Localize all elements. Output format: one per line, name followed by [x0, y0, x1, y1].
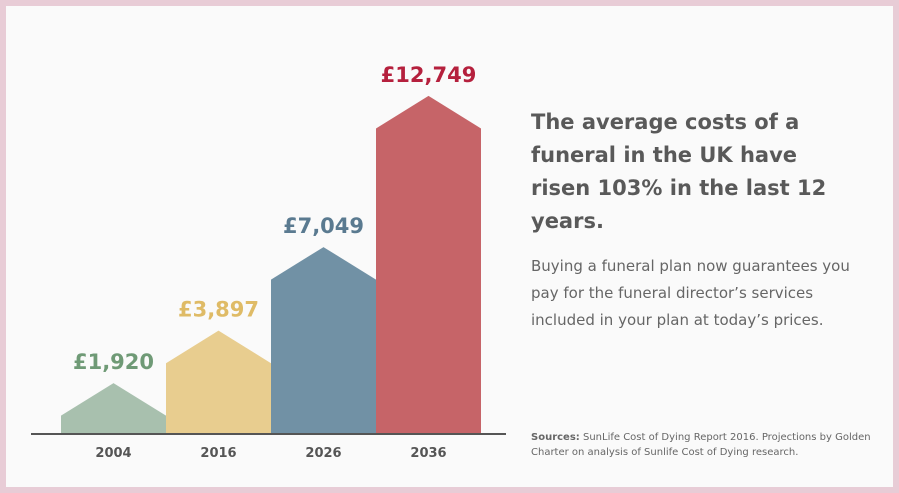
value-label-2026: £7,049 [283, 214, 364, 238]
value-label-2016: £3,897 [178, 298, 259, 322]
year-label-2026: 2026 [305, 446, 341, 461]
sources-note: Sources: SunLife Cost of Dying Report 20… [531, 430, 876, 460]
year-label-2036: 2036 [410, 446, 446, 461]
value-label-2004: £1,920 [73, 350, 154, 374]
bar-2026 [271, 247, 376, 434]
infographic-panel: £1,920 2004 £3,897 2016 £7,049 2026 £12,749 203… [6, 6, 893, 487]
bar-2004 [61, 383, 166, 434]
year-label-2004: 2004 [95, 446, 131, 461]
body-text: Buying a funeral plan now guarantees you… [531, 257, 850, 329]
headline: The average costs of a funeral in the UK… [531, 110, 827, 233]
sources-label: Sources: [531, 432, 580, 443]
sources-text: SunLife Cost of Dying Report 2016. Proje… [531, 432, 871, 458]
bar-2036 [376, 95, 481, 434]
cost-chart: £1,920 2004 £3,897 2016 £7,049 2026 £12,749 203… [31, 63, 506, 461]
value-label-2036: £12,749 [381, 63, 477, 87]
year-label-2016: 2016 [200, 446, 236, 461]
bar-2016 [166, 330, 271, 434]
